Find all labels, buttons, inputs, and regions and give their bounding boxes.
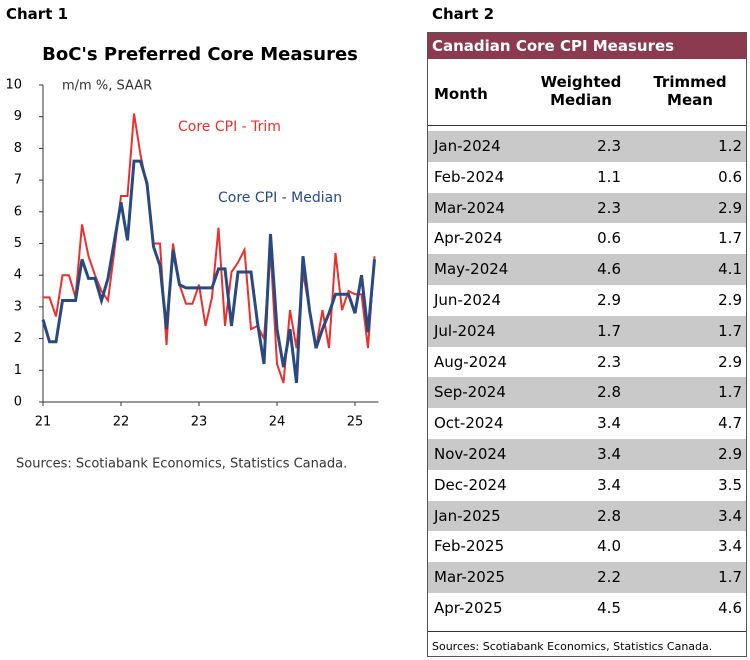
table-cell: 4.5 <box>597 599 621 617</box>
table-cell: Sep-2024 <box>434 383 506 402</box>
table-cell: Mar-2024 <box>434 198 505 217</box>
table-row: Apr-2024 0.6 1.7 <box>428 223 746 254</box>
x-tick-label: 23 <box>191 415 208 430</box>
table-cell: 4.0 <box>597 537 621 556</box>
y-tick-label: 4 <box>14 268 22 283</box>
table-cell: 4.6 <box>718 599 742 617</box>
table-cell: 2.8 <box>597 383 621 402</box>
x-tick-label: 25 <box>347 415 364 430</box>
series-label: Core CPI - Trim <box>178 119 281 135</box>
table-cell: 2.9 <box>718 291 742 309</box>
table-cell: 2.8 <box>597 506 621 525</box>
y-tick-label: 1 <box>14 363 22 378</box>
rule <box>428 125 746 126</box>
rule <box>428 631 746 632</box>
y-tick-label: 2 <box>14 331 22 346</box>
table-row: Jan-2024 2.3 1.2 <box>428 131 746 162</box>
y-tick-label: 6 <box>14 204 22 219</box>
table-cell: Feb-2024 <box>434 167 505 186</box>
series-label: Core CPI - Median <box>218 190 342 206</box>
series-line <box>41 159 376 384</box>
table-cell: Apr-2025 <box>434 599 503 617</box>
table-title: Canadian Core CPI Measures <box>428 33 746 59</box>
table-cell: 3.4 <box>597 414 621 433</box>
table: Canadian Core CPI Measures Month Weighte… <box>427 32 747 657</box>
x-tick-label: 24 <box>269 415 286 430</box>
table-cell: 2.9 <box>718 445 742 463</box>
column-header: Trimmed Mean <box>653 73 727 109</box>
table-row: Mar-2024 2.3 2.9 <box>428 192 746 224</box>
table-cell: 2.9 <box>597 291 621 309</box>
source: Sources: Scotiabank Economics, Statistic… <box>432 640 713 653</box>
y-tick-label: 3 <box>14 299 22 314</box>
table-cell: 0.6 <box>597 229 621 248</box>
table-cell: 2.3 <box>597 198 621 217</box>
table-cell: 3.4 <box>597 475 621 494</box>
table-cell: 0.6 <box>718 167 742 186</box>
table-cell: 3.4 <box>597 445 621 463</box>
table-cell: 1.7 <box>597 321 621 340</box>
x-tick-label: 22 <box>113 415 130 430</box>
column-header: Weighted Median <box>540 73 622 109</box>
source: Sources: Scotiabank Economics, Statistic… <box>16 457 347 472</box>
table-cell: Mar-2025 <box>434 568 505 587</box>
table-cell: Jul-2024 <box>434 321 496 340</box>
y-tick-label: 9 <box>14 109 22 124</box>
table-cell: Aug-2024 <box>434 352 507 371</box>
table-cell: 1.7 <box>718 229 742 248</box>
table-row: May-2024 4.6 4.1 <box>428 254 746 285</box>
table-row: Apr-2025 4.5 4.6 <box>428 593 746 624</box>
y-tick-label: 8 <box>14 141 22 156</box>
table-cell: 1.2 <box>718 137 742 155</box>
table-cell: 4.7 <box>718 414 742 433</box>
table-cell: 3.5 <box>718 475 742 494</box>
chart-label: Chart 2 <box>432 5 495 23</box>
table-cell: 3.4 <box>718 506 742 525</box>
column-header: Month <box>434 85 488 103</box>
table-row: Dec-2024 3.4 3.5 <box>428 470 746 501</box>
table-cell: 4.1 <box>718 260 742 279</box>
table-cell: 3.4 <box>718 537 742 556</box>
y-tick-label: 7 <box>14 173 22 188</box>
table-cell: Jun-2024 <box>434 291 502 309</box>
table-row: Jan-2025 2.8 3.4 <box>428 500 746 532</box>
table-cell: 2.9 <box>718 198 742 217</box>
table-row: Jul-2024 1.7 1.7 <box>428 315 746 347</box>
table-row: Jun-2024 2.9 2.9 <box>428 285 746 316</box>
table-cell: Apr-2024 <box>434 229 503 248</box>
table-cell: 2.3 <box>597 137 621 155</box>
table-cell: 2.9 <box>718 352 742 371</box>
table-cell: 2.3 <box>597 352 621 371</box>
x-tick-label: 21 <box>35 415 52 430</box>
y-tick-label: 0 <box>14 395 22 410</box>
table-row: Feb-2024 1.1 0.6 <box>428 162 746 193</box>
table-row: Feb-2025 4.0 3.4 <box>428 531 746 562</box>
table-cell: Oct-2024 <box>434 414 504 433</box>
table-cell: 2.2 <box>597 568 621 587</box>
table-cell: 1.7 <box>718 383 742 402</box>
table-cell: 1.7 <box>718 568 742 587</box>
table-cell: 1.1 <box>597 167 621 186</box>
table-cell: Feb-2025 <box>434 537 505 556</box>
table-cell: Dec-2024 <box>434 475 507 494</box>
series-line <box>43 113 376 384</box>
y-tick-label: 5 <box>14 236 22 251</box>
table-cell: 4.6 <box>597 260 621 279</box>
table-row: Mar-2025 2.2 1.7 <box>428 562 746 593</box>
chart: BoC's Preferred Core Measures m/m %, SAA… <box>5 44 379 472</box>
table-cell: May-2024 <box>434 260 509 279</box>
table-cell: Jan-2025 <box>434 506 501 525</box>
y-tick-label: 10 <box>5 78 22 93</box>
chart-title: BoC's Preferred Core Measures <box>42 44 358 65</box>
table-row: Sep-2024 2.8 1.7 <box>428 377 746 409</box>
table-row: Oct-2024 3.4 4.7 <box>428 408 746 439</box>
table-row: Nov-2024 3.4 2.9 <box>428 439 746 470</box>
table-cell: Nov-2024 <box>434 445 507 463</box>
table-row: Aug-2024 2.3 2.9 <box>428 347 746 378</box>
table-cell: Jan-2024 <box>434 137 501 155</box>
chart-label: Chart 1 <box>6 5 69 23</box>
chart-subtitle: m/m %, SAAR <box>62 79 152 94</box>
table-cell: 1.7 <box>718 321 742 340</box>
